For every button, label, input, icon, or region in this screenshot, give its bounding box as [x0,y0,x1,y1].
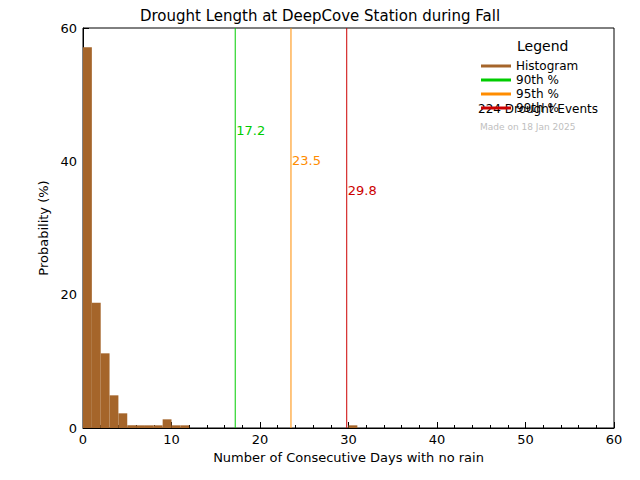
svg-text:30: 30 [340,432,357,447]
svg-text:17.2: 17.2 [236,123,265,138]
svg-text:Legend: Legend [517,38,568,54]
svg-text:Histogram: Histogram [516,59,578,73]
svg-text:23.5: 23.5 [292,153,321,168]
svg-text:60: 60 [60,21,77,36]
svg-text:60: 60 [606,432,623,447]
svg-text:90th %: 90th % [516,73,559,87]
svg-text:0: 0 [79,432,87,447]
svg-text:Probability (%): Probability (%) [36,180,51,275]
svg-text:95th %: 95th % [516,87,559,101]
svg-text:224 Drought Events: 224 Drought Events [478,102,598,116]
svg-text:20: 20 [252,432,269,447]
svg-text:40: 40 [429,432,446,447]
svg-text:29.8: 29.8 [348,183,377,198]
svg-text:40: 40 [60,154,77,169]
svg-text:99th %: 99th % [516,101,559,115]
svg-text:Made on 18 Jan 2025: Made on 18 Jan 2025 [480,122,575,132]
svg-text:Drought Length at DeepCove Sta: Drought Length at DeepCove Station durin… [140,7,500,25]
svg-text:50: 50 [517,432,534,447]
svg-text:20: 20 [60,287,77,302]
svg-text:Number of Consecutive Days wit: Number of Consecutive Days with no rain [213,450,484,465]
svg-text:10: 10 [163,432,180,447]
svg-text:0: 0 [69,421,77,436]
